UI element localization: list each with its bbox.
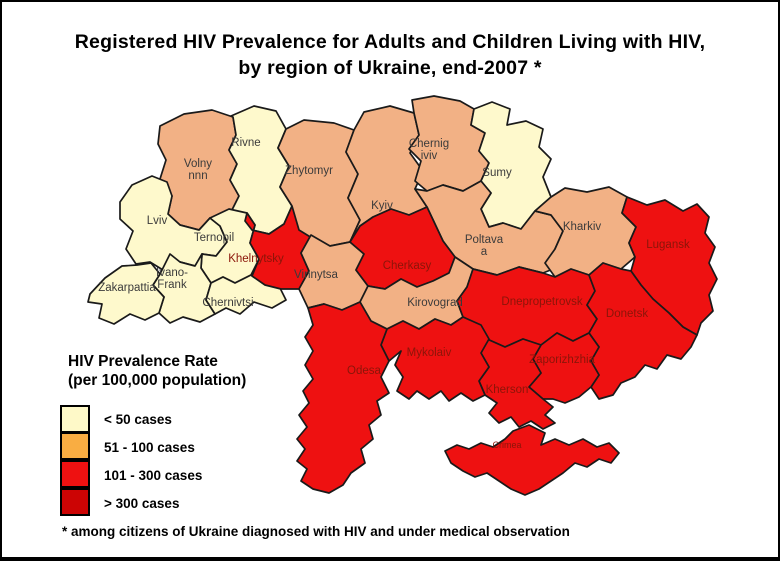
region-donetsk bbox=[586, 262, 698, 400]
legend-swatch-lt50 bbox=[60, 405, 90, 433]
region-label-volyn: nnn bbox=[188, 170, 207, 182]
region-label-lugansk: Lugansk bbox=[646, 239, 690, 251]
region-mykolaiv bbox=[380, 316, 490, 402]
legend-item-label: < 50 cases bbox=[104, 411, 172, 427]
region-label-vinnytsia: Vinnytsa bbox=[294, 269, 339, 281]
legend-item-lt50: < 50 cases bbox=[60, 405, 246, 433]
region-label-poltava: a bbox=[481, 246, 488, 258]
legend-item-label: > 300 cases bbox=[104, 495, 180, 511]
region-label-donetsk: Donetsk bbox=[606, 308, 648, 320]
legend-swatch-gt300 bbox=[60, 488, 90, 516]
region-label-ivano-frankivsk: Ivano- bbox=[156, 267, 188, 279]
legend-title-line-1: HIV Prevalence Rate bbox=[68, 353, 218, 370]
region-label-poltava: Poltava bbox=[465, 234, 504, 246]
region-label-kirovograd: Kirovograd bbox=[407, 297, 463, 309]
region-label-khmelnytsky: Khelnytsky bbox=[228, 253, 284, 265]
figure-title: Registered HIV Prevalence for Adults and… bbox=[2, 29, 778, 81]
region-lugansk bbox=[621, 196, 718, 336]
region-label-cherkasy: Cherkasy bbox=[383, 260, 432, 272]
region-label-dnipropetrovsk: Dnepropetrovsk bbox=[501, 296, 582, 308]
legend-item-101-300: 101 - 300 cases bbox=[60, 460, 246, 489]
region-label-kyiv: Kyiv bbox=[371, 200, 393, 212]
title-line-2: by region of Ukraine, end-2007 * bbox=[238, 57, 542, 79]
legend-item-51-100: 51 - 100 cases bbox=[60, 432, 246, 461]
legend-rows: < 50 cases 51 - 100 cases 101 - 300 case… bbox=[60, 405, 246, 517]
legend: HIV Prevalence Rate (per 100,000 populat… bbox=[60, 352, 246, 517]
region-crimea bbox=[444, 424, 620, 496]
region-label-crimea: Crimea bbox=[492, 440, 521, 450]
region-label-ivano-frankivsk: Frank bbox=[157, 279, 187, 291]
region-label-zaporizhzhia: Zaporizhzhia bbox=[529, 354, 595, 366]
region-label-kherson: Kherson bbox=[486, 384, 529, 396]
region-label-zhytomyr: Zhytomyr bbox=[285, 165, 333, 177]
legend-item-gt300: > 300 cases bbox=[60, 488, 246, 517]
region-label-rivne: Rivne bbox=[231, 137, 260, 149]
region-label-chernivtsi: Chernivtsi bbox=[202, 297, 253, 309]
region-label-odesa: Odesa bbox=[347, 365, 381, 377]
legend-item-label: 51 - 100 cases bbox=[104, 439, 195, 455]
legend-title-line-2: (per 100,000 population) bbox=[68, 372, 247, 389]
region-label-sumy: Sumy bbox=[482, 167, 512, 179]
footnote: * among citizens of Ukraine diagnosed wi… bbox=[62, 524, 570, 539]
region-label-ternopil: Ternopil bbox=[194, 232, 234, 244]
region-label-mykolaiv: Mykolaiv bbox=[407, 347, 452, 359]
region-label-volyn: Volny bbox=[184, 158, 212, 170]
region-label-chernihiv: iviv bbox=[421, 150, 438, 162]
legend-item-label: 101 - 300 cases bbox=[104, 467, 203, 483]
region-zakarpattia bbox=[87, 262, 165, 325]
legend-swatch-51-100 bbox=[60, 432, 90, 460]
region-odesa bbox=[296, 301, 390, 494]
legend-swatch-101-300 bbox=[60, 460, 90, 488]
legend-title: HIV Prevalence Rate (per 100,000 populat… bbox=[68, 352, 246, 390]
region-kharkiv bbox=[534, 186, 637, 278]
region-label-kharkiv: Kharkiv bbox=[563, 221, 602, 233]
region-label-chernihiv: Chernig bbox=[409, 138, 449, 150]
title-line-1: Registered HIV Prevalence for Adults and… bbox=[74, 31, 706, 53]
region-label-zakarpattia: Zakarpattia bbox=[98, 282, 156, 294]
region-label-lviv: Lviv bbox=[147, 215, 168, 227]
